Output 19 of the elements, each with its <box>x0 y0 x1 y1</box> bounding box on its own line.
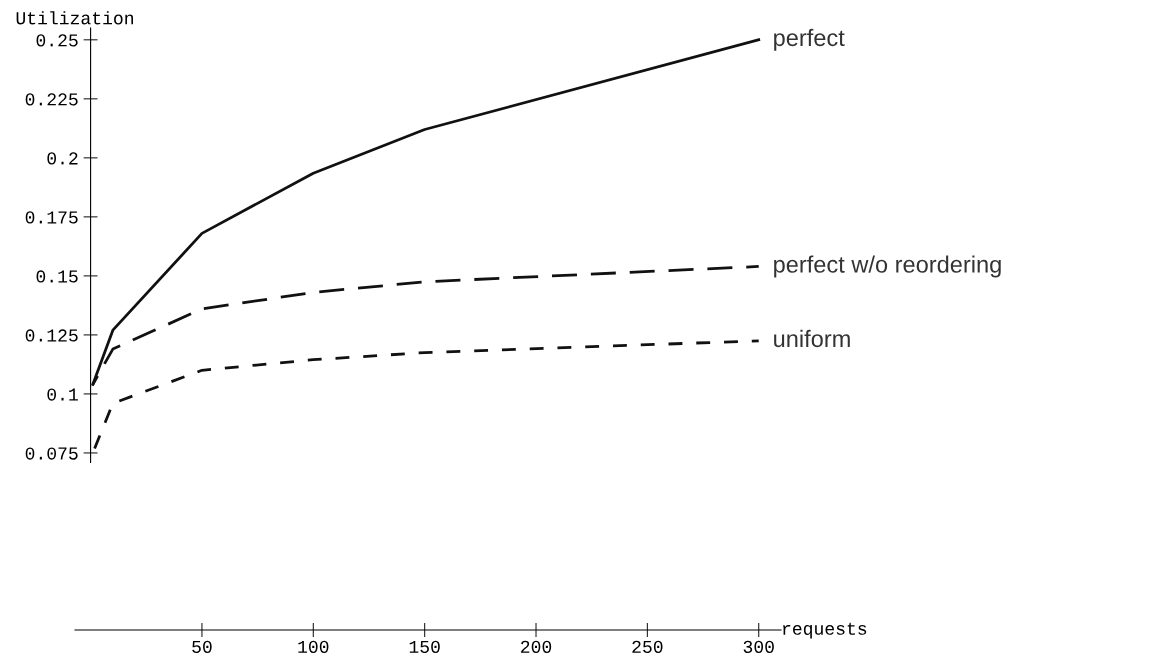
series-label: perfect <box>774 28 845 51</box>
y-tick-label: 0.075 <box>25 447 78 460</box>
x-tick-label: 100 <box>298 640 329 653</box>
y-tick-label: 0.1 <box>47 388 78 401</box>
y-tick-label: 0.25 <box>36 34 78 47</box>
x-tick-label: 300 <box>743 640 774 653</box>
series-label: perfect w/o reordering <box>774 255 1001 278</box>
x-tick-label: 200 <box>521 640 552 653</box>
series-label: uniform <box>774 329 850 348</box>
y-tick-label: 0.2 <box>47 152 78 165</box>
y-tick-label: 0.15 <box>36 270 78 283</box>
y-tick-label: 0.125 <box>25 329 78 342</box>
y-tick-label: 0.175 <box>25 211 78 224</box>
y-tick-label: 0.225 <box>25 93 78 106</box>
x-tick-label: 150 <box>409 640 440 653</box>
x-tick-label: 50 <box>192 640 212 653</box>
y-axis-title: Utilization <box>16 11 133 25</box>
x-axis-title: requests <box>783 622 867 639</box>
x-tick-label: 250 <box>632 640 663 653</box>
